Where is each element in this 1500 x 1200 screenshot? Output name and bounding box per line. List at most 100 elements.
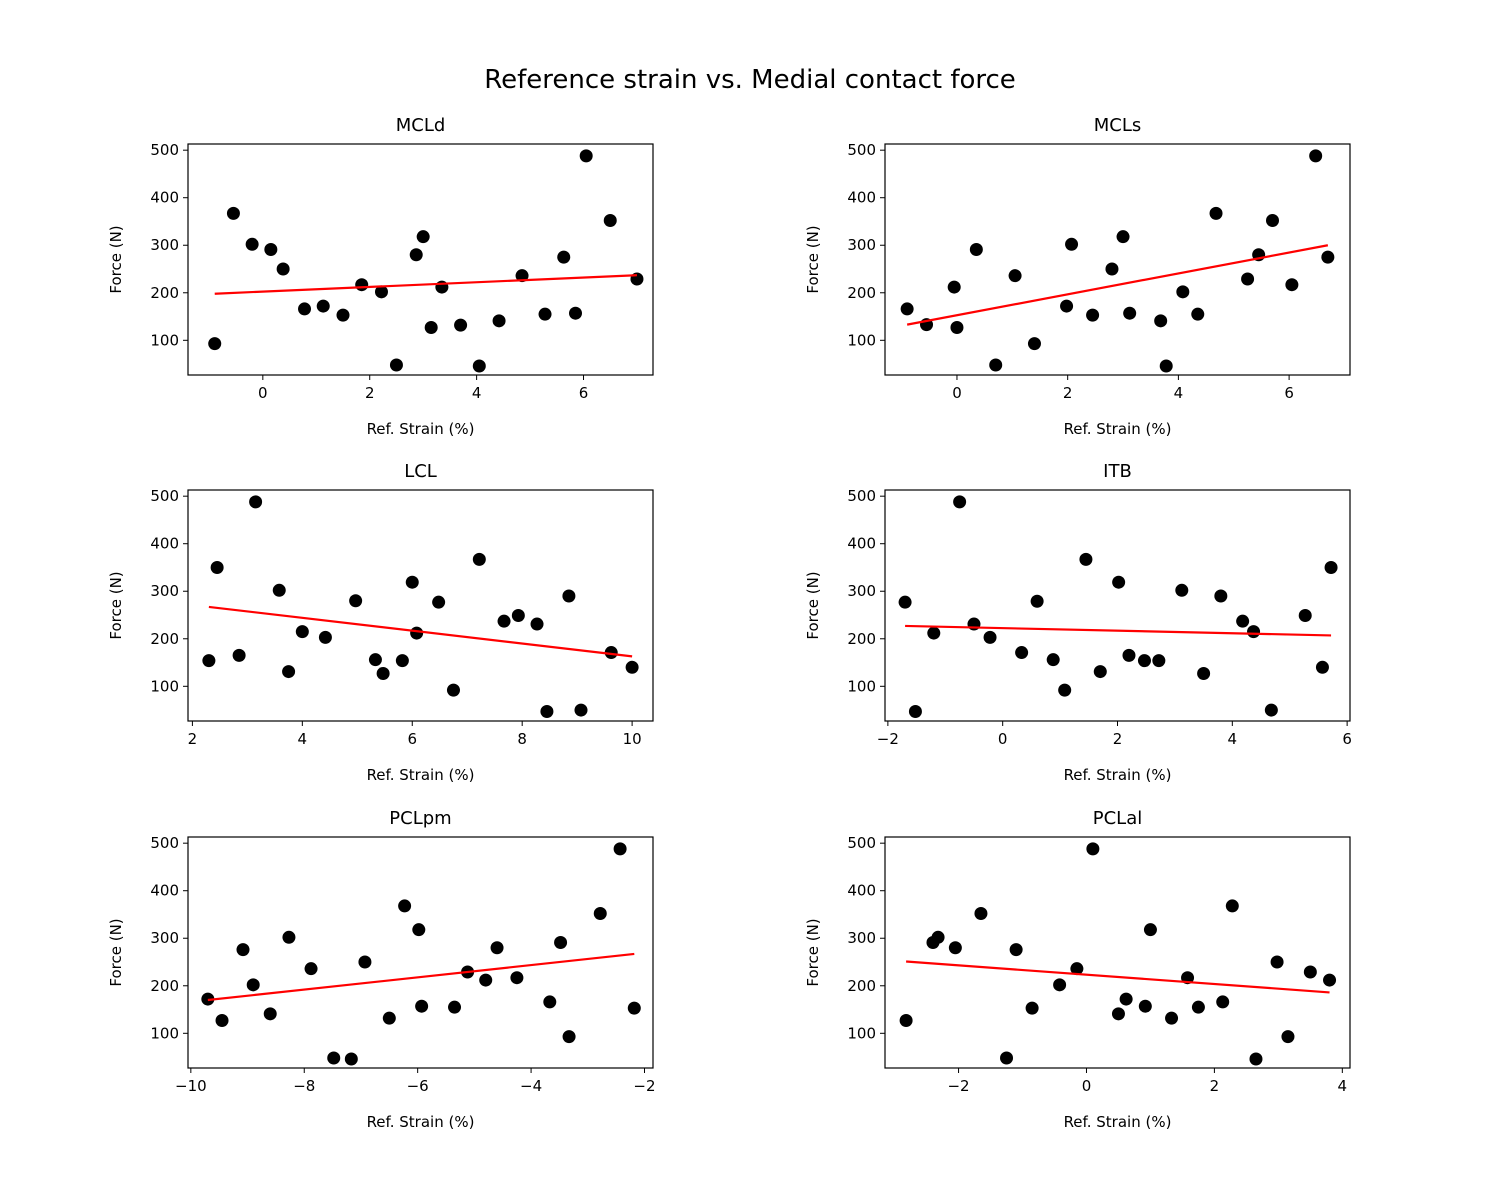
subplot-title: ITB [1103,461,1132,482]
y-axis-label: Force (N) [107,571,125,639]
y-tick-label: 500 [150,834,179,852]
x-tick-label: 6 [1342,730,1352,748]
y-tick-label: 200 [847,630,876,648]
data-point [1315,660,1329,674]
y-axis-label: Force (N) [107,918,125,986]
data-point [1324,560,1338,574]
data-point [530,617,544,631]
data-point [454,318,468,332]
data-point [298,302,312,316]
y-tick-label: 100 [847,1024,876,1042]
subplot-title: PCLpm [389,808,451,829]
data-point [1137,654,1151,668]
data-point [947,280,961,294]
data-point [953,495,967,509]
y-tick-label: 100 [150,1024,179,1042]
x-tick-label: −10 [175,1077,207,1095]
data-point [376,666,390,680]
y-tick-label: 400 [150,882,179,900]
data-point [1008,269,1022,283]
data-point [415,999,429,1013]
fit-line [906,244,1329,326]
y-tick-label: 500 [150,487,179,505]
data-point [1143,923,1157,937]
y-tick-label: 200 [150,284,179,302]
subplot-pclpm: PCLpm 100 200 300 400 500 −10 −8 −6 −4 −2 Ref. Stra… [107,808,656,1131]
data-point [1122,648,1136,662]
x-tick-label: −6 [407,1077,429,1095]
data-point [316,299,330,313]
data-point [245,237,259,251]
data-point [900,302,914,316]
data-point [603,214,617,228]
data-point [446,683,460,697]
x-tick-label: −4 [520,1077,542,1095]
data-point [1060,299,1074,313]
data-point [1323,973,1337,987]
data-point [543,995,557,1009]
x-tick-label: 0 [258,384,268,402]
data-point [950,320,964,334]
data-point [416,230,430,244]
data-point [304,962,318,976]
data-point [974,907,988,921]
data-point [1025,1001,1039,1015]
x-tick-label: −2 [877,730,899,748]
data-point [510,971,524,985]
data-point [1309,149,1323,163]
y-tick-label: 500 [847,141,876,159]
subplot-title: MCLs [1094,115,1142,136]
plot-frame [884,143,1351,376]
data-point [604,646,618,660]
data-point [1086,308,1100,322]
data-point [349,594,363,608]
y-axis-label: Force (N) [804,225,822,293]
x-axis-label: Ref. Strain (%) [1064,766,1172,784]
data-point [1053,978,1067,992]
data-point [1030,594,1044,608]
data-point [448,1000,462,1014]
data-point [538,307,552,321]
y-tick-label: 400 [150,189,179,207]
y-tick-label: 300 [150,929,179,947]
data-point [1093,665,1107,679]
x-axis-label: Ref. Strain (%) [367,1113,475,1131]
x-tick-label: 4 [1228,730,1238,748]
data-point [497,614,511,628]
data-point [1285,278,1299,292]
data-point [412,923,426,937]
data-point [1152,654,1166,668]
data-point [1264,703,1278,717]
data-point [410,626,424,640]
data-point [989,358,1003,372]
y-tick-label: 300 [847,236,876,254]
x-tick-label: −2 [633,1077,655,1095]
data-point [318,630,332,644]
x-tick-label: 6 [407,730,417,748]
data-point [557,250,571,264]
data-point [1000,1051,1014,1065]
data-point [627,1001,641,1015]
x-tick-label: 4 [1174,384,1184,402]
data-point [1270,955,1284,969]
data-point [574,703,588,717]
data-point [931,930,945,944]
data-point [898,595,912,609]
data-point [511,608,525,622]
data-point [1046,653,1060,667]
data-point [1165,1011,1179,1025]
data-point [562,1030,576,1044]
x-axis-label: Ref. Strain (%) [1064,420,1172,438]
data-point [1138,999,1152,1013]
x-tick-label: 2 [188,730,198,748]
data-point [579,149,593,163]
data-point [236,943,250,957]
data-point [948,941,962,955]
y-axis-label: Force (N) [804,571,822,639]
x-tick-label: 2 [365,384,375,402]
data-point [569,306,582,320]
fit-line [214,274,638,295]
y-tick-label: 400 [847,189,876,207]
data-point [1027,337,1041,351]
